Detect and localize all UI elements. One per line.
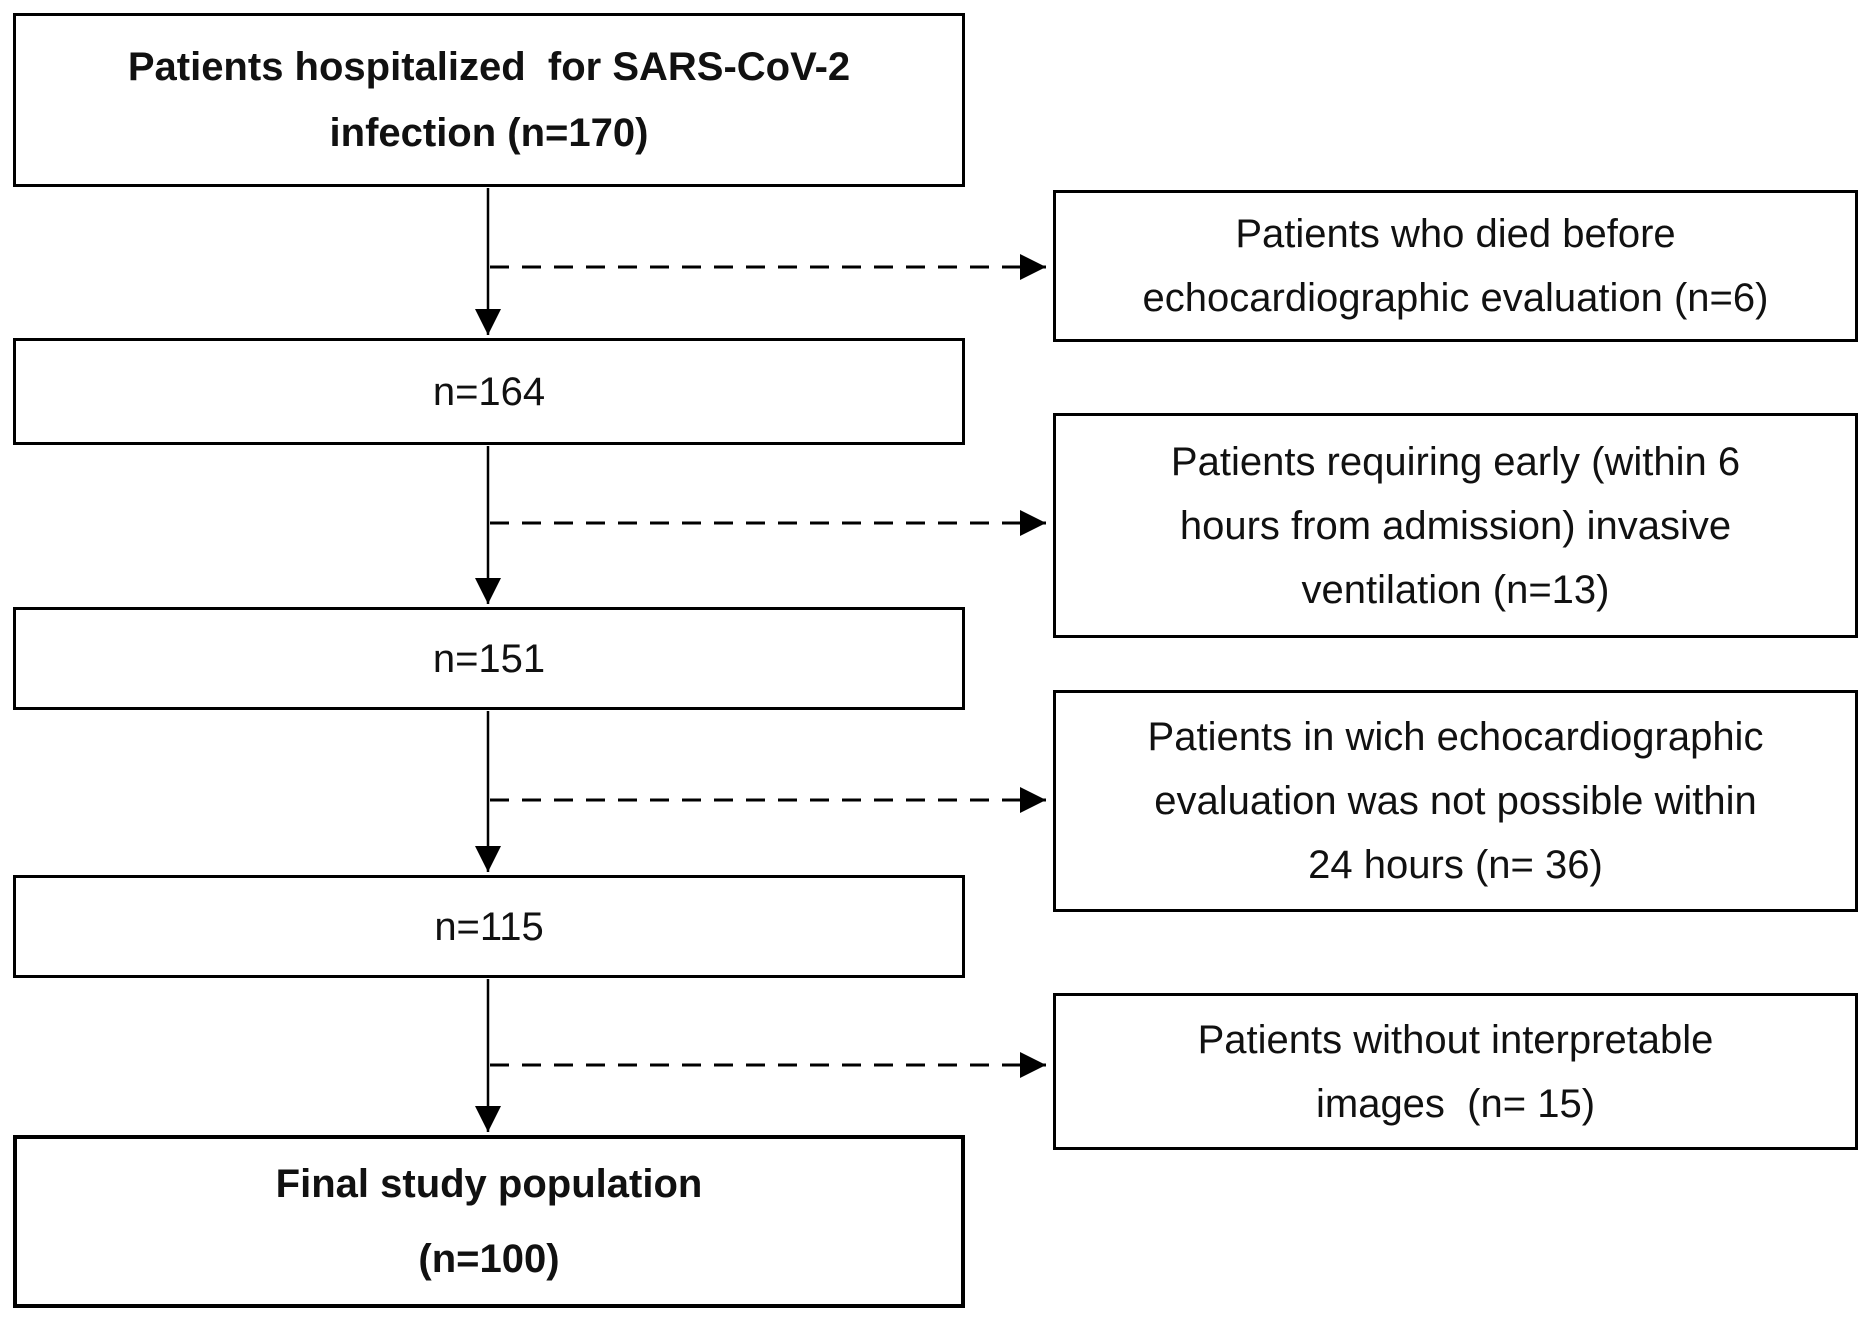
exclusion-box-line: evaluation was not possible within bbox=[1154, 779, 1757, 823]
flow-box-start: Patients hospitalized for SARS-CoV-2 inf… bbox=[13, 13, 965, 187]
exclusion-box-early-ventilation: Patients requiring early (within 6 hours… bbox=[1053, 413, 1858, 638]
exclusion-box-line: hours from admission) invasive bbox=[1179, 503, 1732, 548]
flow-box-start-line: infection (n=170) bbox=[329, 111, 649, 155]
exclusion-box-echo-not-possible: Patients in wich echocardiographic evalu… bbox=[1053, 690, 1858, 912]
exclusion-box-line: 24 hours (n= 36) bbox=[1308, 843, 1603, 887]
flow-box-final-line: (n=100) bbox=[418, 1236, 560, 1281]
exclusion-box-line: Patients in wich echocardiographic bbox=[1147, 715, 1764, 759]
exclusion-box-line: Patients who died before bbox=[1235, 212, 1676, 256]
flow-box-n115-line: n=115 bbox=[434, 904, 544, 949]
exclusion-box-line: Patients requiring early (within 6 bbox=[1170, 439, 1741, 484]
flow-box-n164: n=164 bbox=[13, 338, 965, 445]
exclusion-box-no-interpretable-images: Patients without interpretable images (n… bbox=[1053, 993, 1858, 1150]
exclusion-box-died-before-echo: Patients who died before echocardiograph… bbox=[1053, 190, 1858, 342]
flow-box-n151: n=151 bbox=[13, 607, 965, 710]
flow-box-start-line: Patients hospitalized for SARS-CoV-2 bbox=[127, 45, 851, 89]
exclusion-box-line: images (n= 15) bbox=[1315, 1081, 1596, 1126]
exclusion-box-line: ventilation (n=13) bbox=[1301, 567, 1610, 612]
flow-box-final-population: Final study population (n=100) bbox=[13, 1135, 965, 1308]
flow-box-n115: n=115 bbox=[13, 875, 965, 978]
exclusion-box-line: echocardiographic evaluation (n=6) bbox=[1142, 276, 1769, 320]
flow-box-n151-line: n=151 bbox=[432, 636, 546, 681]
flow-box-n164-line: n=164 bbox=[432, 369, 546, 414]
flow-box-final-line: Final study population bbox=[275, 1161, 703, 1206]
exclusion-box-line: Patients without interpretable bbox=[1197, 1017, 1714, 1062]
